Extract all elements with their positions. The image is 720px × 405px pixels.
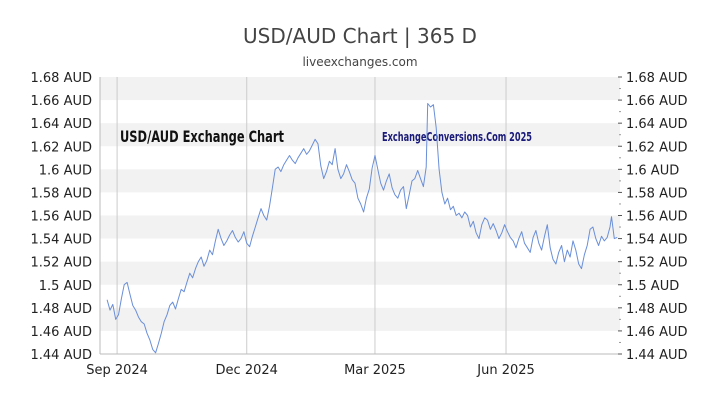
watermark-right: ExchangeConversions.Com 2025 bbox=[382, 130, 532, 144]
y-tick-label-left: 1.68 AUD bbox=[31, 71, 93, 86]
y-tick-label-left: 1.52 AUD bbox=[31, 256, 93, 271]
y-tick-label-left: 1.62 AUD bbox=[31, 140, 93, 155]
y-tick-label-right: 1.44 AUD bbox=[626, 348, 688, 363]
x-axis-labels: Sep 2024 Dec 2024 Mar 2025 Jun 2025 bbox=[86, 363, 535, 378]
grid-band bbox=[100, 77, 620, 101]
y-tick-label-left: 1.46 AUD bbox=[31, 325, 93, 340]
watermark-left: USD/AUD Exchange Chart bbox=[120, 127, 284, 146]
y-axis-right-labels: 1.44 AUD 1.46 AUD 1.48 AUD 1.5 AUD 1.52 AUD 1… bbox=[626, 71, 688, 363]
y-tick-label-right: 1.5 AUD bbox=[626, 279, 679, 294]
axes bbox=[99, 76, 622, 355]
x-tick-label: Dec 2024 bbox=[216, 363, 278, 378]
grid-band bbox=[100, 261, 620, 285]
background-bands bbox=[100, 77, 620, 331]
y-tick-label-right: 1.56 AUD bbox=[626, 210, 688, 225]
y-tick-label-right: 1.64 AUD bbox=[626, 117, 688, 132]
chart-title: USD/AUD Chart | 365 D bbox=[243, 24, 477, 48]
y-tick-label-right: 1.68 AUD bbox=[626, 71, 688, 86]
series-line-usd-aud bbox=[106, 103, 618, 354]
y-tick-label-left: 1.64 AUD bbox=[31, 117, 93, 132]
y-tick-label-left: 1.6 AUD bbox=[39, 163, 92, 178]
x-tick-label: Sep 2024 bbox=[86, 363, 148, 378]
y-tick-label-right: 1.62 AUD bbox=[626, 140, 688, 155]
y-tick-label-left: 1.5 AUD bbox=[39, 279, 92, 294]
y-tick-label-left: 1.56 AUD bbox=[31, 210, 93, 225]
y-tick-label-left: 1.58 AUD bbox=[31, 186, 93, 201]
y-tick-label-right: 1.48 AUD bbox=[626, 302, 688, 317]
grid-band bbox=[100, 169, 620, 193]
y-tick-label-right: 1.52 AUD bbox=[626, 256, 688, 271]
y-tick-label-left: 1.54 AUD bbox=[31, 233, 93, 248]
y-tick-label-right: 1.54 AUD bbox=[626, 233, 688, 248]
y-tick-label-left: 1.48 AUD bbox=[31, 302, 93, 317]
y-tick-label-right: 1.58 AUD bbox=[626, 186, 688, 201]
grid-band bbox=[100, 123, 620, 147]
y-tick-label-right: 1.6 AUD bbox=[626, 163, 679, 178]
x-tick-label: Jun 2025 bbox=[476, 363, 535, 378]
y-axis-left-labels: 1.44 AUD 1.46 AUD 1.48 AUD 1.5 AUD 1.52 AUD 1… bbox=[31, 71, 93, 363]
x-tick-label: Mar 2025 bbox=[344, 363, 406, 378]
grid-band bbox=[100, 307, 620, 331]
chart-subtitle: liveexchanges.com bbox=[302, 55, 418, 69]
y-tick-label-right: 1.46 AUD bbox=[626, 325, 688, 340]
series-group bbox=[106, 103, 618, 354]
y-tick-label-left: 1.44 AUD bbox=[31, 348, 93, 363]
vertical-gridlines bbox=[116, 77, 507, 354]
y-tick-label-left: 1.66 AUD bbox=[31, 94, 93, 109]
grid-band bbox=[100, 215, 620, 239]
y-tick-label-right: 1.66 AUD bbox=[626, 94, 688, 109]
